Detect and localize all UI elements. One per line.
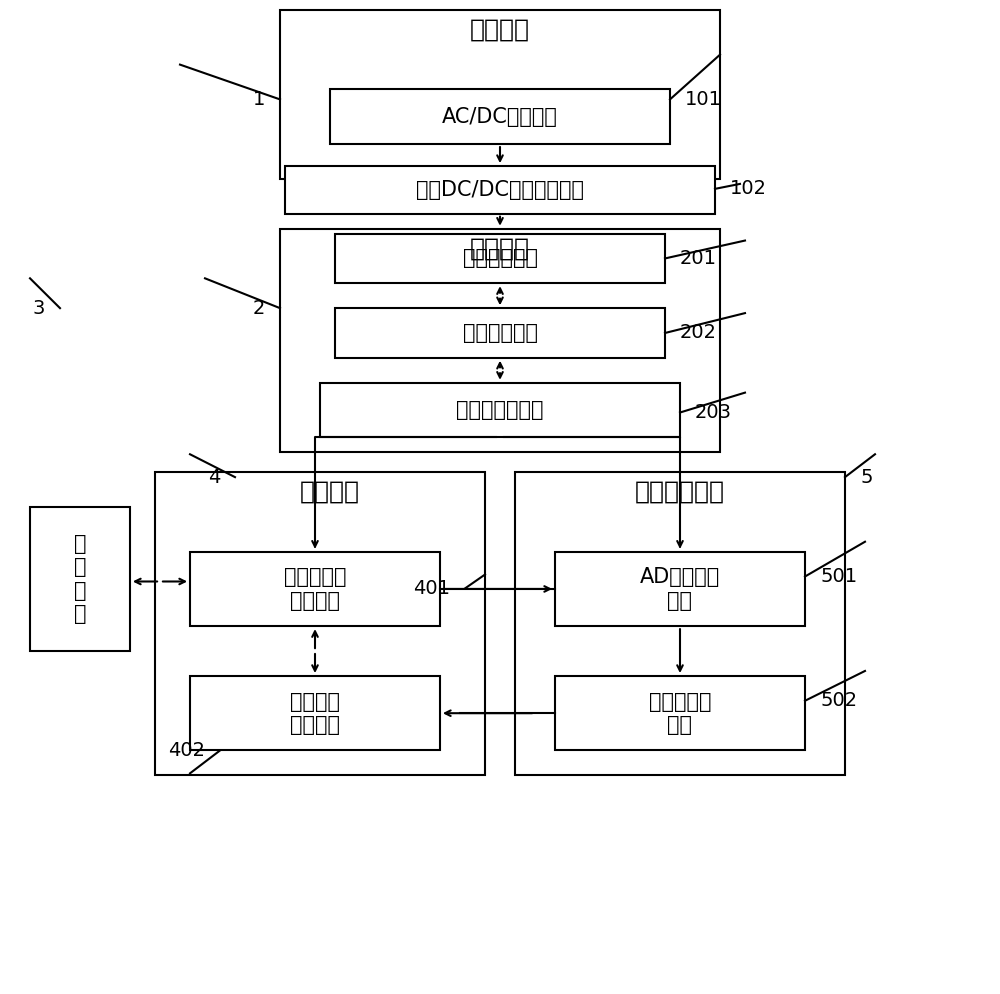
FancyBboxPatch shape bbox=[335, 234, 665, 283]
FancyBboxPatch shape bbox=[330, 89, 670, 144]
FancyBboxPatch shape bbox=[280, 229, 720, 452]
Text: 2: 2 bbox=[253, 298, 265, 318]
FancyBboxPatch shape bbox=[555, 676, 805, 750]
FancyBboxPatch shape bbox=[320, 383, 680, 437]
Text: 对
外
接
口: 对 外 接 口 bbox=[74, 534, 86, 624]
FancyBboxPatch shape bbox=[155, 472, 485, 775]
FancyBboxPatch shape bbox=[285, 166, 715, 214]
Text: 控制存储模块: 控制存储模块 bbox=[462, 323, 538, 343]
Text: 202: 202 bbox=[680, 323, 717, 343]
Text: 多路DC/DC隔离电源模块: 多路DC/DC隔离电源模块 bbox=[416, 180, 584, 200]
Text: 502: 502 bbox=[820, 691, 857, 711]
Text: 电压及基准
模块: 电压及基准 模块 bbox=[649, 692, 711, 735]
Text: 控制部分: 控制部分 bbox=[470, 237, 530, 260]
Text: 501: 501 bbox=[820, 567, 857, 586]
FancyBboxPatch shape bbox=[30, 507, 130, 651]
Text: 203: 203 bbox=[695, 403, 732, 422]
Text: 模拟信号
切换模块: 模拟信号 切换模块 bbox=[290, 692, 340, 735]
FancyBboxPatch shape bbox=[190, 552, 440, 626]
Text: 测量测试点
切换模块: 测量测试点 切换模块 bbox=[284, 568, 346, 610]
Text: 电源部分: 电源部分 bbox=[470, 18, 530, 42]
Text: 401: 401 bbox=[413, 579, 450, 598]
Text: 隔离、驱动模块: 隔离、驱动模块 bbox=[456, 400, 544, 420]
Text: 4: 4 bbox=[208, 467, 220, 487]
FancyBboxPatch shape bbox=[555, 552, 805, 626]
FancyBboxPatch shape bbox=[515, 472, 845, 775]
Text: 5: 5 bbox=[860, 467, 872, 487]
Text: 1: 1 bbox=[253, 89, 265, 109]
Text: 操作显示模块: 操作显示模块 bbox=[462, 248, 538, 268]
Text: 测量测试部分: 测量测试部分 bbox=[635, 480, 725, 504]
Text: 201: 201 bbox=[680, 248, 717, 268]
Text: 3: 3 bbox=[33, 298, 45, 318]
Text: AD采集处理
模块: AD采集处理 模块 bbox=[640, 568, 720, 610]
FancyBboxPatch shape bbox=[280, 10, 720, 179]
Text: 102: 102 bbox=[730, 179, 767, 199]
Text: 402: 402 bbox=[168, 741, 205, 760]
Text: 动作部分: 动作部分 bbox=[300, 480, 360, 504]
Text: 101: 101 bbox=[685, 89, 722, 109]
Text: AC/DC电源模块: AC/DC电源模块 bbox=[442, 106, 558, 127]
FancyBboxPatch shape bbox=[335, 308, 665, 358]
FancyBboxPatch shape bbox=[190, 676, 440, 750]
